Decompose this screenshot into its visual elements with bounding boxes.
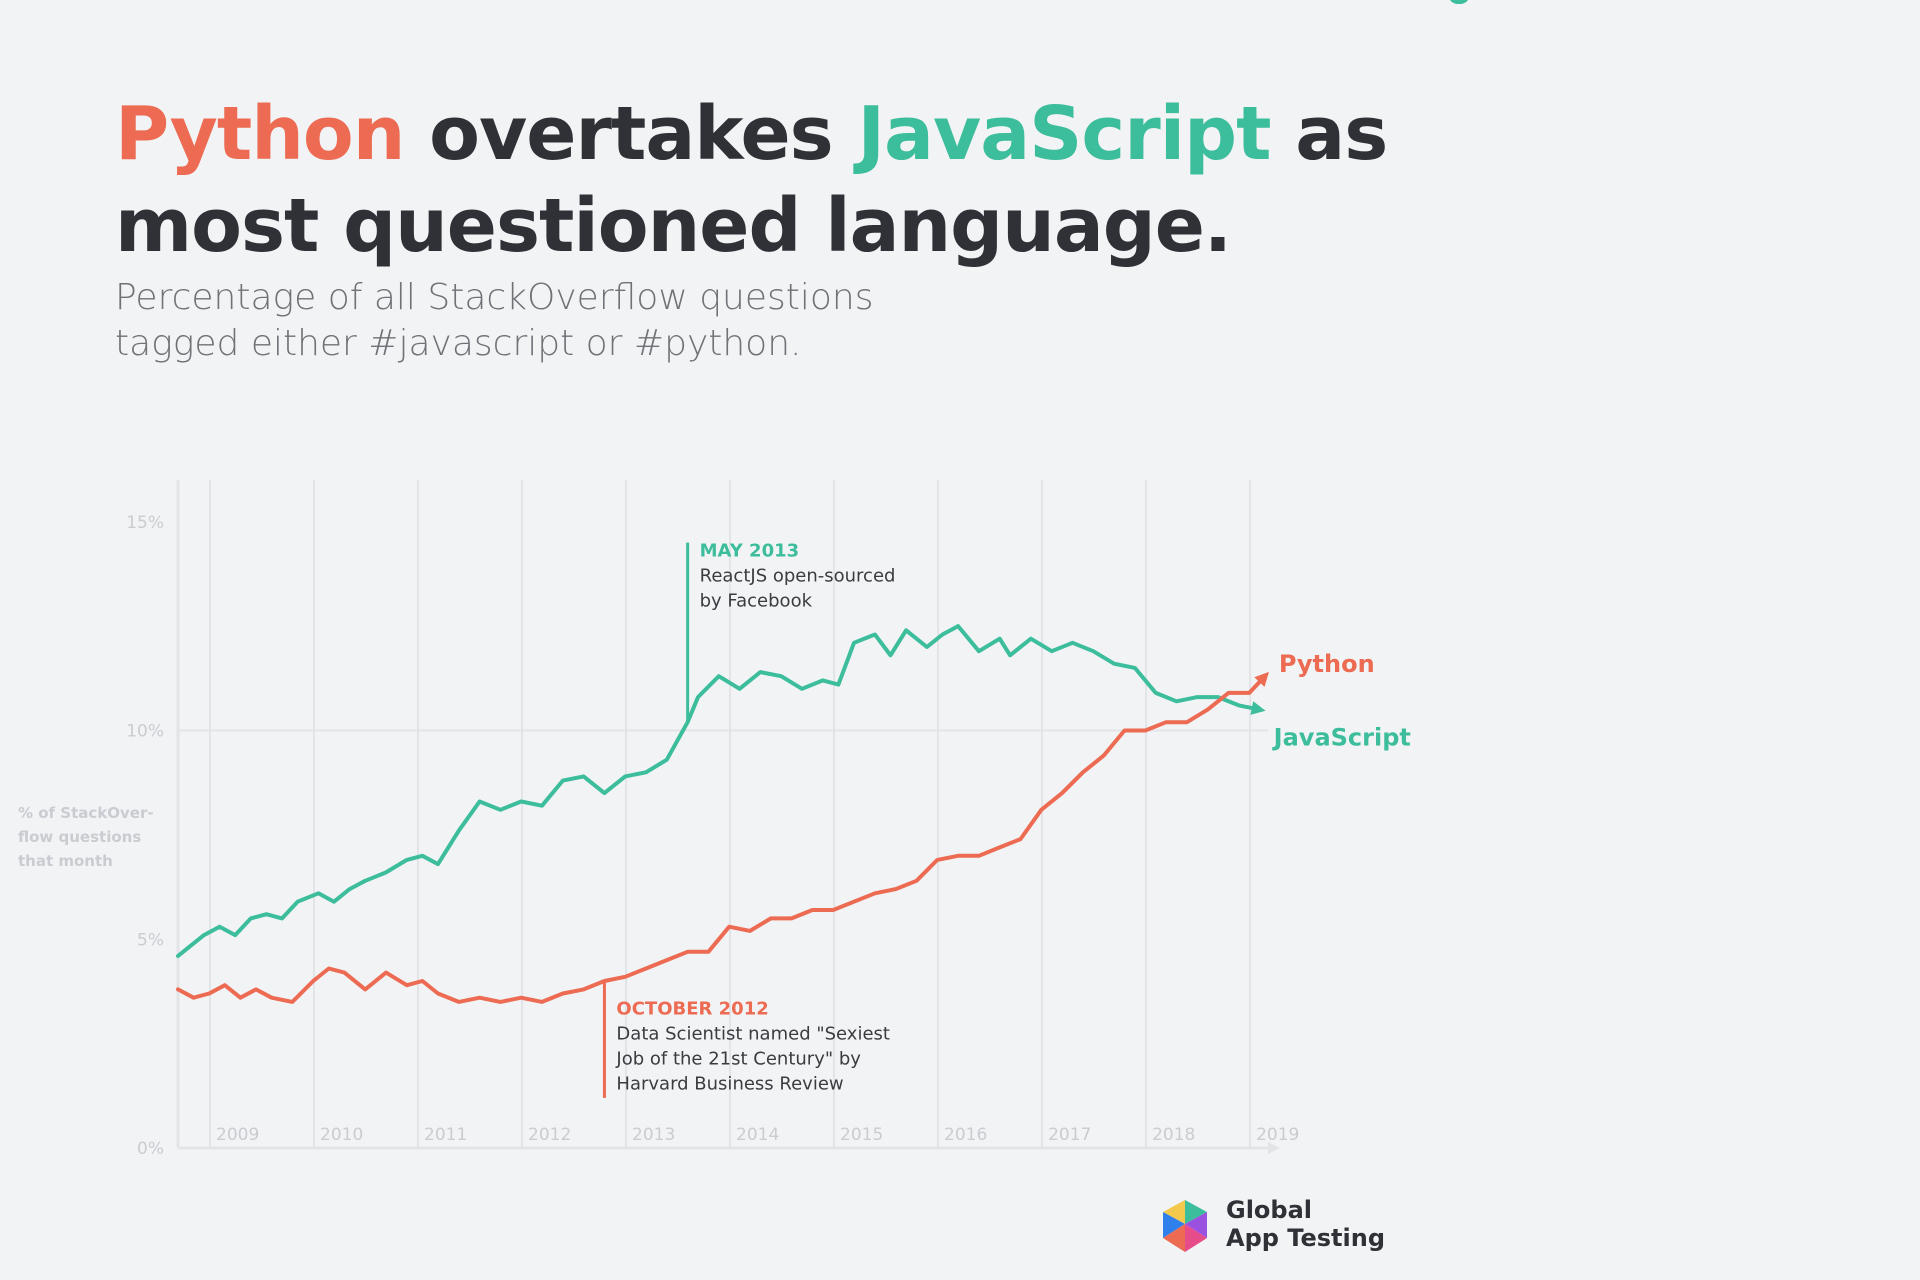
- x-tick-label: 2015: [840, 1125, 883, 1145]
- annotation-heading: MAY 2013: [700, 541, 800, 562]
- x-tick-label: 2016: [944, 1125, 987, 1145]
- y-axis-label-line: % of StackOver-: [18, 804, 154, 822]
- logo-line-1: Global: [1226, 1196, 1313, 1224]
- annotation-text-line: Data Scientist named "Sexiest: [616, 1023, 890, 1044]
- x-tick-label: 2009: [216, 1125, 259, 1145]
- title-middle-text: overtakes: [404, 91, 858, 177]
- x-axis-arrow-icon: [1268, 1142, 1280, 1154]
- y-axis-label-line: that month: [18, 852, 113, 870]
- arrow-head-icon: [1254, 671, 1269, 687]
- logo-wordmark: Global App Testing: [1226, 1196, 1385, 1252]
- series-line-javascript: [176, 624, 1262, 958]
- page-title: Python overtakes JavaScript as most ques…: [115, 88, 1415, 272]
- annotation-heading: OCTOBER 2012: [616, 998, 768, 1019]
- x-tick-label: 2019: [1256, 1125, 1299, 1145]
- grid: [178, 480, 1268, 1148]
- line-chart: 2009 2010 2011 2012 2013 2014 2015 2016 2017 2018…: [18, 480, 1411, 1159]
- x-tick-label: 2017: [1048, 1125, 1091, 1145]
- y-axis-label: % of StackOver-flow questions that month: [18, 804, 154, 870]
- hexagon-logo-icon: [1163, 1200, 1207, 1252]
- y-axis-label-line: flow questions: [18, 828, 141, 846]
- x-tick-label: 2014: [736, 1125, 779, 1145]
- x-tick-label: 2010: [320, 1125, 363, 1145]
- annotation-text-line: by Facebook: [700, 591, 813, 612]
- y-tick-label: 15%: [126, 513, 164, 533]
- axes: 2009 2010 2011 2012 2013 2014 2015 2016 2017 2018…: [126, 480, 1299, 1159]
- x-tick-label: 2011: [424, 1125, 467, 1145]
- annotation-text-line: Job of the 21st Century" by: [615, 1048, 861, 1069]
- subtitle: Percentage of all StackOverflow question…: [115, 275, 1015, 367]
- annotations: MAY 2013 ReactJS open-sourced by Facebook O…: [602, 541, 896, 1098]
- title-javascript-word: JavaScript: [857, 91, 1271, 177]
- x-tick-label: 2013: [632, 1125, 675, 1145]
- y-tick-label: 5%: [137, 930, 164, 950]
- arrow-head-icon: [1250, 701, 1266, 715]
- y-tick-label: 10%: [126, 722, 164, 742]
- cropped-logo-fragment: [1448, 0, 1558, 6]
- logo-line-2: App Testing: [1226, 1224, 1385, 1252]
- subtitle-line-2: tagged either #javascript or #python.: [115, 323, 802, 364]
- series-end-label-javascript: JavaScript: [1272, 724, 1411, 752]
- title-end-text: as: [1270, 91, 1388, 177]
- series-end-label-python: Python: [1279, 650, 1375, 678]
- y-tick-label: 0%: [137, 1139, 164, 1159]
- annotation-text-line: Harvard Business Review: [616, 1073, 843, 1094]
- title-python-word: Python: [115, 91, 405, 177]
- x-tick-label: 2018: [1152, 1125, 1195, 1145]
- annotation-text-line: ReactJS open-sourced: [700, 566, 896, 587]
- x-tick-label: 2012: [528, 1125, 571, 1145]
- series-line-python: [176, 674, 1267, 1004]
- title-second-line: most questioned language.: [115, 183, 1232, 269]
- subtitle-line-1: Percentage of all StackOverflow question…: [115, 277, 874, 318]
- global-app-testing-logo: Global App Testing: [1158, 1196, 1398, 1256]
- series: JavaScript Python: [176, 624, 1411, 1004]
